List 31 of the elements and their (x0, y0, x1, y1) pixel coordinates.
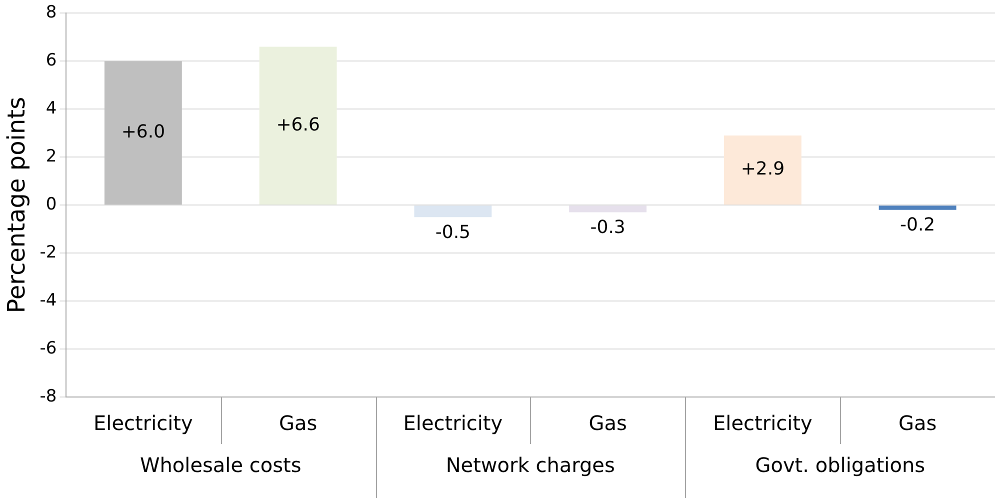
x-tick-label: Electricity (94, 411, 194, 436)
x-tick-label: Gas (588, 411, 627, 436)
y-tick-label: 6 (46, 50, 57, 71)
data-label: +2.9 (740, 158, 785, 180)
bar (259, 46, 337, 205)
y-tick-label: 8 (46, 2, 57, 23)
bar (878, 206, 956, 210)
data-label: -0.3 (590, 216, 626, 238)
y-tick-label: -6 (40, 338, 57, 358)
bar (104, 61, 182, 205)
x-tick-label: Gas (278, 411, 318, 436)
y-tick-label: 2 (46, 146, 57, 167)
bar (569, 206, 647, 212)
data-label: -0.5 (435, 222, 470, 243)
bar (414, 206, 492, 218)
x-tick-label: Gas (898, 411, 937, 436)
y-tick-label: -4 (40, 290, 57, 310)
x-tick-label: Electricity (403, 411, 503, 436)
y-axis-title: Percentage points (2, 96, 31, 314)
bar (724, 136, 802, 205)
y-tick-label: 0 (46, 194, 57, 215)
y-tick-label: -2 (40, 242, 57, 262)
data-label: +6.0 (121, 122, 166, 143)
data-label: +6.6 (276, 114, 320, 136)
text: Wholesale costs (140, 453, 302, 478)
y-tick-label: -8 (40, 386, 57, 406)
x-tick-label: Electricity (713, 411, 813, 436)
text: Network charges (446, 453, 615, 478)
y-tick-label: 4 (46, 98, 57, 119)
data-label: -0.2 (900, 214, 936, 236)
text: Govt. obligations (755, 453, 926, 478)
